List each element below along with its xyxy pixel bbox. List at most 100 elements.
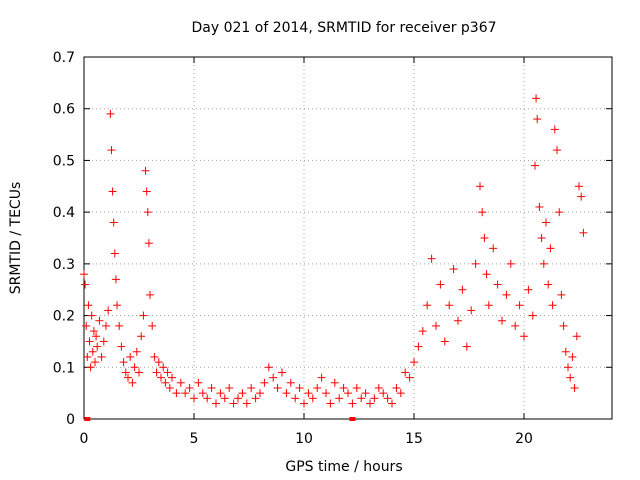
data-point: [539, 259, 548, 268]
data-point: [132, 347, 141, 356]
data-point: [502, 290, 511, 299]
y-tick-label: 0.3: [53, 257, 75, 273]
data-point: [564, 363, 572, 372]
data-point: [142, 187, 151, 196]
data-point: [506, 259, 515, 268]
data-point: [570, 383, 579, 392]
data-point: [273, 383, 282, 392]
grid-layer: [84, 57, 612, 419]
data-point: [168, 373, 176, 382]
data-point: [436, 280, 445, 289]
data-point: [81, 280, 90, 289]
data-point: [102, 321, 110, 330]
data-point: [115, 321, 124, 330]
plot-frame: [83, 56, 613, 420]
data-point: [449, 265, 458, 274]
data-point: [383, 394, 392, 403]
data-point: [537, 234, 546, 242]
data-point: [82, 321, 91, 330]
data-point: [86, 363, 95, 372]
data-point: [146, 290, 154, 299]
data-point: [445, 301, 454, 310]
data-point: [278, 368, 286, 377]
data-point: [418, 327, 427, 336]
data-point: [478, 208, 487, 217]
data-point: [190, 394, 198, 403]
data-point: [577, 192, 586, 201]
data-point: [374, 383, 383, 392]
data-point: [148, 321, 157, 330]
data-point: [97, 352, 106, 361]
data-point: [300, 399, 308, 408]
data-point: [304, 389, 313, 398]
y-tick-label: 0.4: [53, 205, 75, 221]
data-point: [242, 399, 251, 408]
data-point: [440, 337, 449, 346]
data-point: [401, 368, 410, 377]
data-point: [181, 389, 190, 398]
data-point: [361, 389, 370, 398]
data-point: [157, 373, 165, 382]
data-point: [348, 399, 357, 408]
data-point: [238, 389, 247, 398]
data-point: [295, 383, 304, 392]
data-point: [141, 166, 150, 175]
y-axis-label: SRMTID / TECUs: [8, 182, 24, 295]
data-point: [87, 311, 96, 320]
x-axis-label: GPS time / hours: [285, 459, 402, 475]
data-point: [99, 337, 108, 346]
data-point: [113, 301, 121, 310]
data-point: [546, 244, 555, 253]
data-point: [335, 394, 344, 403]
data-point: [106, 109, 115, 118]
data-point: [110, 249, 119, 258]
x-tick-label: 10: [295, 431, 313, 447]
data-point: [260, 378, 269, 387]
data-point: [414, 342, 423, 351]
data-point: [533, 115, 542, 124]
data-point: [121, 368, 130, 377]
data-point: [150, 352, 159, 361]
data-point: [165, 383, 174, 392]
data-point: [555, 208, 564, 217]
baseline-mark: [84, 417, 91, 421]
data-point: [282, 389, 291, 398]
data-point: [379, 389, 388, 398]
data-point: [135, 368, 143, 377]
data-point: [344, 389, 352, 398]
data-point: [88, 347, 97, 356]
data-point: [139, 311, 148, 320]
data-point: [330, 378, 339, 387]
data-point: [234, 394, 242, 403]
data-point: [511, 321, 520, 330]
data-point: [117, 342, 126, 351]
data-point: [480, 234, 489, 242]
data-point: [172, 389, 181, 398]
data-point: [163, 368, 172, 377]
data-point: [291, 394, 300, 403]
data-point: [427, 254, 436, 263]
y-tick-label: 0.6: [53, 102, 75, 118]
data-point: [92, 332, 101, 341]
data-point: [462, 342, 471, 351]
data-point: [107, 146, 116, 155]
data-point: [524, 285, 533, 294]
y-axis-ticks: 0 0.1 0.2 0.3 0.4 0.5 0.6 0.7: [53, 50, 612, 428]
data-point: [476, 182, 484, 191]
data-point: [566, 373, 575, 382]
x-axis-ticks: 0 5 10 15 20: [80, 57, 533, 447]
data-point: [532, 94, 541, 103]
data-point: [119, 358, 128, 367]
data-point: [317, 373, 326, 382]
data-points: [80, 94, 588, 421]
x-tick-label: 0: [80, 431, 89, 447]
y-tick-label: 0.2: [53, 309, 75, 325]
data-point: [579, 228, 588, 237]
data-point: [126, 352, 135, 361]
data-point: [93, 342, 102, 351]
data-point: [269, 373, 278, 382]
data-point: [357, 394, 366, 403]
data-point: [557, 290, 566, 299]
data-point: [493, 280, 502, 289]
